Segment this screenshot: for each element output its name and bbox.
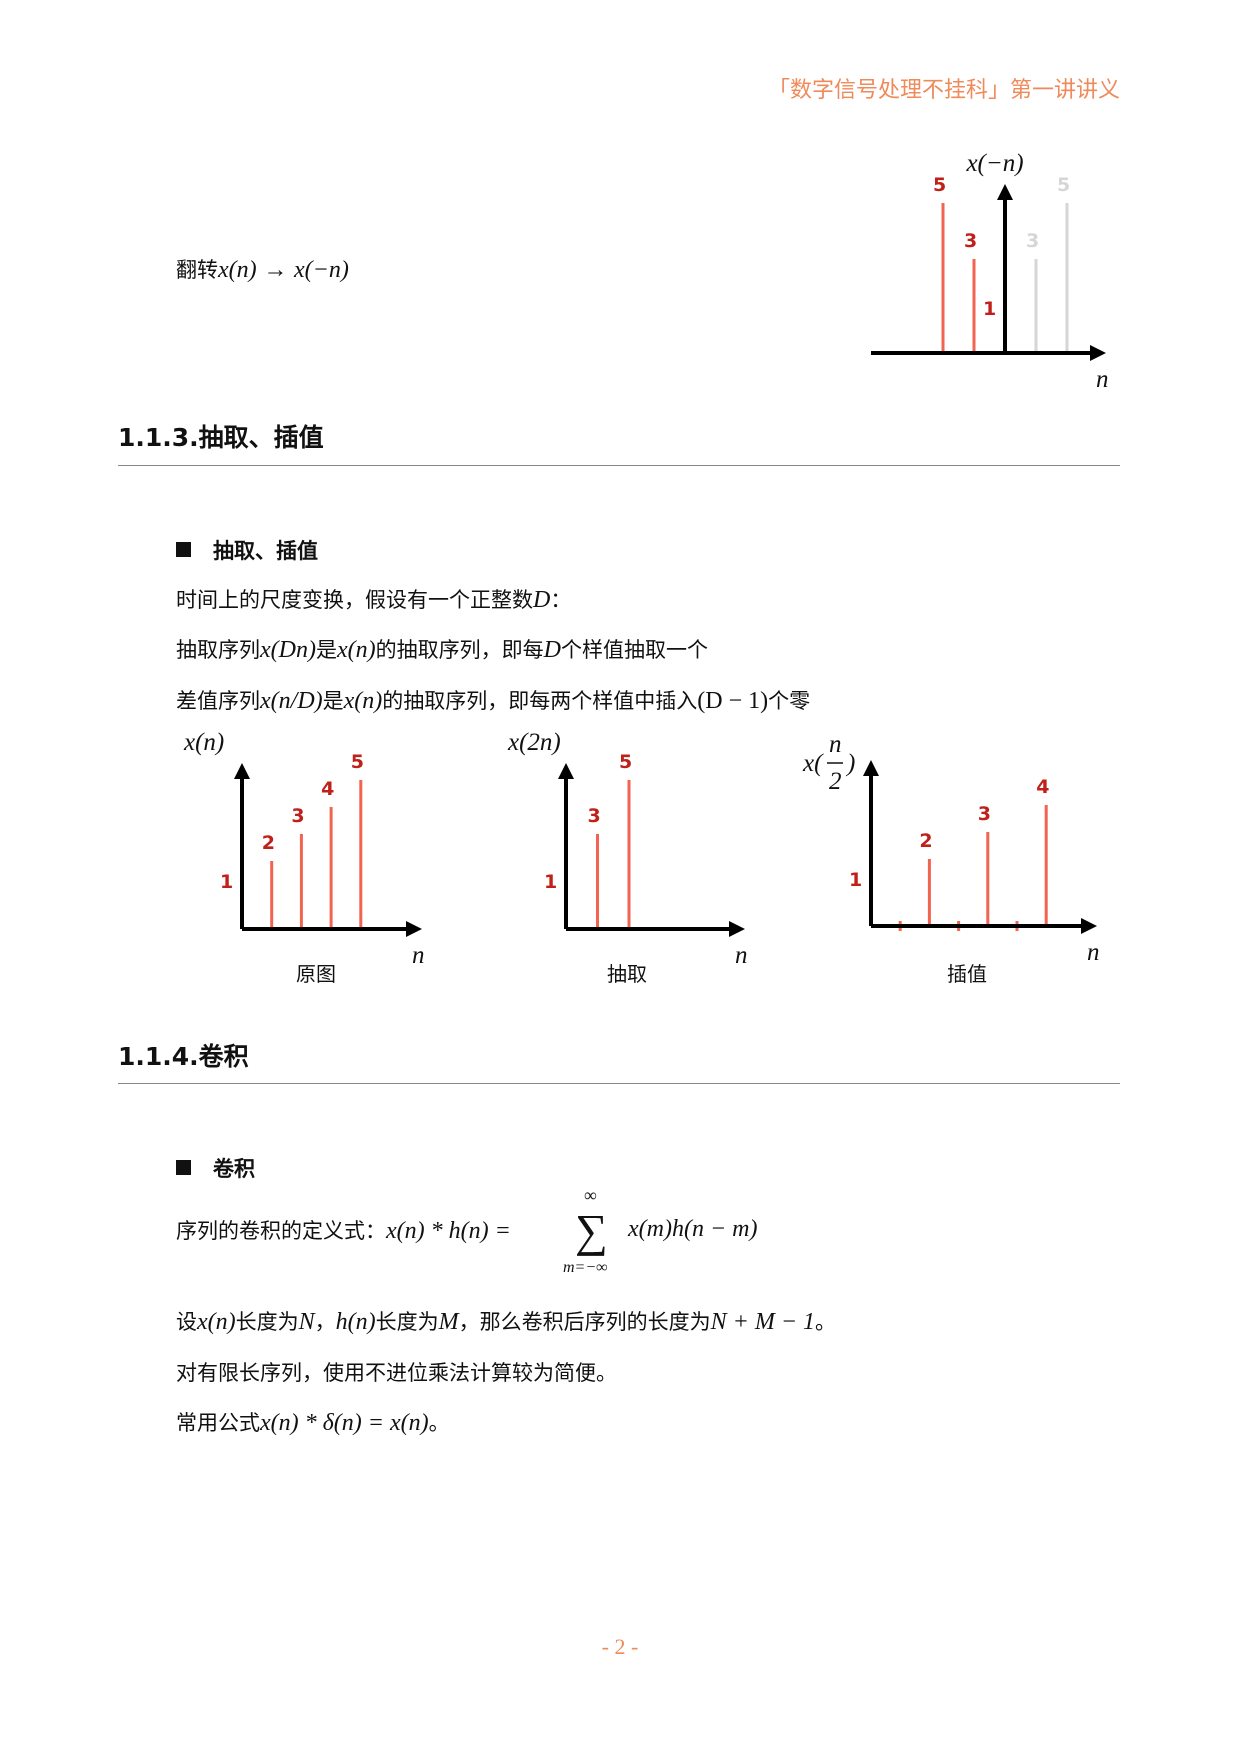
- y-axis-arrow-icon: [558, 763, 574, 779]
- x-axis-label: n: [1087, 939, 1100, 966]
- data-value-label: 4: [1036, 776, 1049, 798]
- convolution-formula: 序列的卷积的定义式：x(n) * h(n) =: [176, 1218, 511, 1244]
- data-value-label: 5: [619, 751, 632, 773]
- y-axis-label: x(−n): [965, 150, 1023, 177]
- data-value-label: 4: [321, 778, 334, 800]
- data-value-label: 3: [978, 803, 991, 825]
- text-line: 差值序列x(n/D)是x(n)的抽取序列，即每两个样值中插入(D − 1)个零: [176, 688, 811, 714]
- x-axis-arrow-icon: [729, 921, 745, 937]
- flip-line: 翻转x(n) → x(−n): [176, 256, 349, 284]
- ghost-value-label: 5: [1057, 174, 1070, 196]
- y-axis-arrow-icon: [863, 760, 879, 776]
- arrow-icon: →: [263, 257, 288, 283]
- y-axis-arrow-icon: [997, 184, 1013, 200]
- chart-caption-decimation: 抽取: [607, 962, 647, 986]
- square-bullet-icon: [176, 1160, 191, 1175]
- y-axis-label: ): [845, 750, 855, 777]
- x-axis-label: n: [1096, 366, 1109, 393]
- text-line: 时间上的尺度变换，假设有一个正整数D：: [176, 587, 572, 613]
- chart-caption-interpolation: 插值: [947, 962, 987, 986]
- x-axis-label: n: [735, 942, 748, 969]
- text-line: 设x(n)长度为N，h(n)长度为M，那么卷积后序列的长度为N + M − 1。: [176, 1309, 837, 1335]
- x-axis-arrow-icon: [406, 921, 422, 937]
- text-line: 对有限长序列，使用不进位乘法计算较为简便。: [176, 1361, 617, 1385]
- y-axis-label-numerator: n: [829, 731, 842, 758]
- data-value-label: 5: [933, 174, 946, 196]
- data-value-label: 3: [964, 230, 977, 252]
- divider: [118, 1083, 1120, 1084]
- divider: [118, 465, 1120, 466]
- x-axis-arrow-icon: [1081, 918, 1097, 934]
- data-value-label: 3: [588, 805, 601, 827]
- square-bullet-icon: [176, 542, 191, 557]
- chart-caption-original: 原图: [296, 962, 336, 986]
- sum-lower-limit: m=−∞: [563, 1259, 608, 1276]
- sum-upper-limit: ∞: [584, 1185, 597, 1205]
- data-value-label: 1: [544, 871, 557, 893]
- y-axis-label: x(: [802, 750, 824, 777]
- bullet-label: 抽取、插值: [213, 539, 318, 563]
- bullet-heading: 抽取、插值: [176, 535, 318, 565]
- data-value-label: 1: [983, 298, 996, 320]
- text-line: 抽取序列x(Dn)是x(n)的抽取序列，即每D个样值抽取一个: [176, 637, 708, 663]
- y-axis-label: x(n): [183, 729, 224, 756]
- sum-sign: ∑: [575, 1205, 608, 1256]
- flip-prefix: 翻转: [176, 258, 218, 282]
- section-heading-114: 1.1.4.卷积: [118, 1042, 249, 1071]
- y-axis-label-denominator: 2: [829, 768, 842, 795]
- x-axis-arrow-icon: [1090, 345, 1106, 361]
- section-heading-113: 1.1.3.抽取、插值: [118, 423, 324, 452]
- sum-term: x(m)h(n − m): [628, 1216, 758, 1242]
- y-axis-arrow-icon: [234, 763, 250, 779]
- data-value-label: 1: [849, 869, 862, 891]
- page-number: - 2 -: [601, 1634, 639, 1659]
- data-value-label: 2: [262, 832, 275, 854]
- flip-from: x(n): [218, 257, 257, 283]
- page-header-title: 「数字信号处理不挂科」第一讲讲义: [767, 78, 1120, 103]
- bullet-heading: 卷积: [176, 1153, 255, 1183]
- data-value-label: 5: [351, 751, 364, 773]
- data-value-label: 3: [291, 805, 304, 827]
- data-value-label: 1: [220, 871, 233, 893]
- x-axis-label: n: [412, 942, 425, 969]
- text-line: 常用公式x(n) * δ(n) = x(n)。: [176, 1410, 450, 1436]
- flip-to: x(−n): [294, 257, 349, 283]
- data-value-label: 2: [919, 830, 932, 852]
- y-axis-label: x(2n): [507, 729, 561, 756]
- ghost-value-label: 3: [1026, 230, 1039, 252]
- bullet-label: 卷积: [213, 1157, 255, 1181]
